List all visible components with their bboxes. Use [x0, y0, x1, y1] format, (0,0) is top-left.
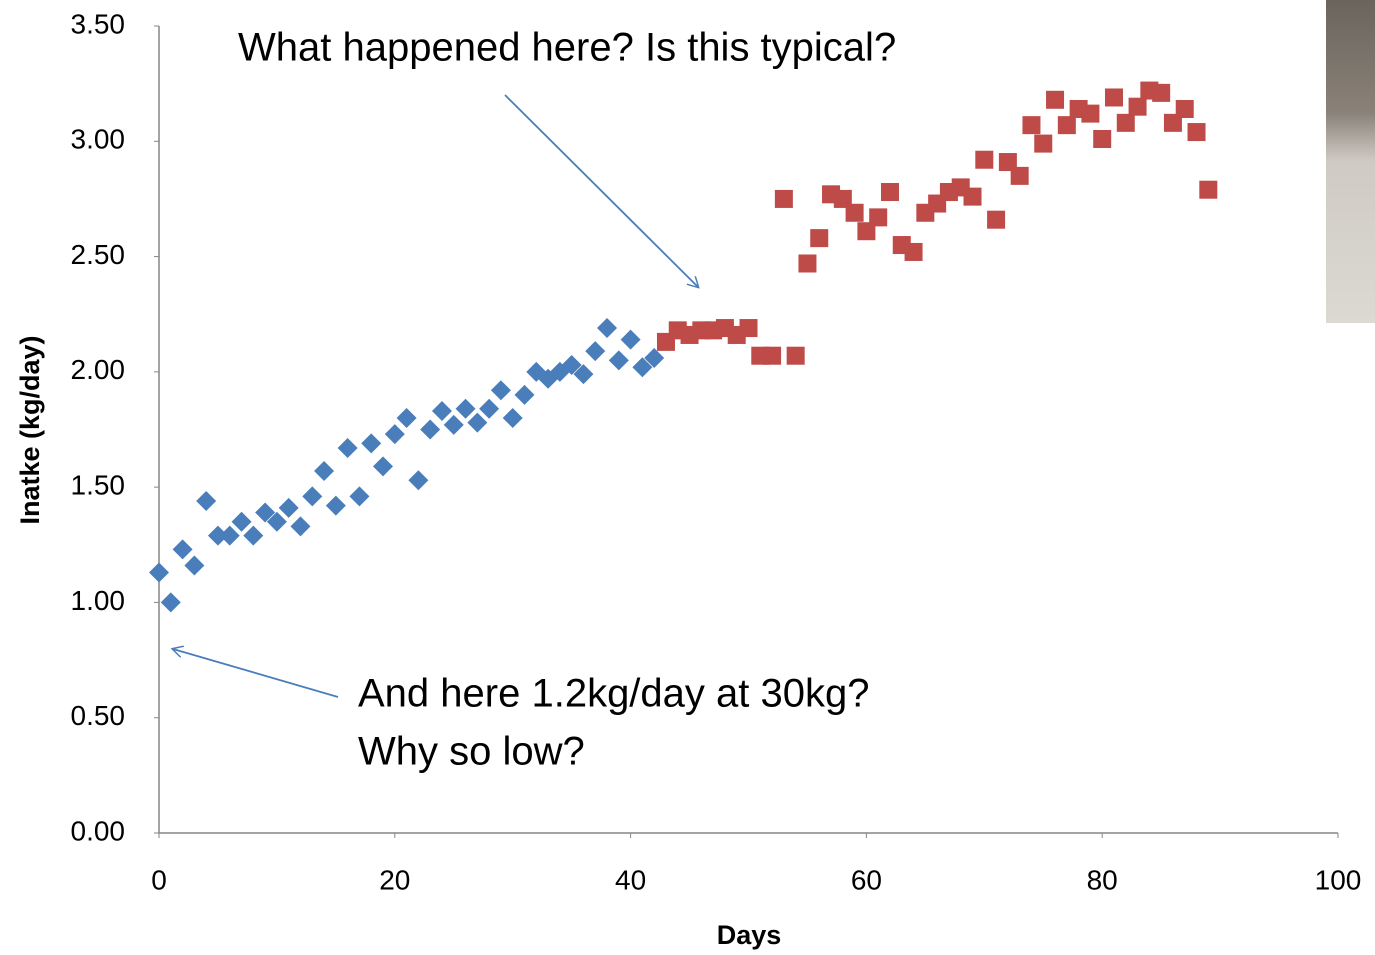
x-tick-label: 100 — [1315, 864, 1362, 895]
point — [1057, 116, 1076, 135]
point — [1199, 180, 1218, 199]
point — [431, 401, 452, 422]
point — [396, 407, 417, 428]
point — [302, 486, 323, 507]
point — [314, 461, 335, 482]
photo — [1326, 0, 1375, 323]
y-tick-label: 0.00 — [71, 815, 126, 846]
point — [184, 555, 205, 576]
y-axis-title: Inatke (kg/day) — [15, 335, 45, 524]
point — [207, 525, 228, 546]
point — [490, 380, 511, 401]
point — [880, 183, 899, 202]
point — [373, 456, 394, 477]
point — [349, 486, 370, 507]
point — [1104, 88, 1123, 107]
point — [1010, 166, 1029, 185]
point — [857, 222, 876, 241]
point — [975, 150, 994, 169]
point — [467, 412, 488, 433]
point — [763, 346, 782, 365]
x-tick-label: 80 — [1087, 864, 1118, 895]
point — [443, 414, 464, 435]
point — [1034, 134, 1053, 153]
point — [384, 424, 405, 445]
point — [502, 407, 523, 428]
point — [361, 433, 382, 454]
point — [243, 525, 264, 546]
point — [172, 539, 193, 560]
y-tick-label: 2.00 — [71, 354, 126, 385]
point — [278, 497, 299, 518]
point — [1175, 100, 1194, 119]
x-tick-label: 0 — [151, 864, 167, 895]
annotation: And here 1.2kg/day at 30kg? — [358, 672, 869, 716]
point — [963, 187, 982, 206]
point — [620, 329, 641, 350]
point — [219, 525, 240, 546]
point — [337, 437, 358, 458]
point — [998, 153, 1017, 172]
point — [1187, 123, 1206, 142]
point — [632, 357, 653, 378]
point — [160, 592, 181, 613]
point — [597, 318, 618, 339]
x-tick-label: 40 — [615, 864, 646, 895]
annotation-arrow — [173, 649, 339, 698]
annotation-arrow — [504, 94, 698, 287]
point — [1081, 104, 1100, 123]
point — [798, 254, 817, 273]
point — [987, 210, 1006, 229]
point — [573, 364, 594, 385]
point — [833, 189, 852, 208]
point — [1022, 116, 1041, 135]
y-tick-label: 1.50 — [71, 470, 126, 501]
point — [739, 319, 758, 338]
point — [408, 470, 429, 491]
point — [290, 516, 311, 537]
point — [786, 346, 805, 365]
point — [196, 490, 217, 511]
point — [869, 208, 888, 227]
y-tick-label: 3.00 — [71, 124, 126, 155]
point — [585, 341, 606, 362]
y-tick-label: 2.50 — [71, 239, 126, 270]
point — [1128, 97, 1147, 116]
point — [266, 511, 287, 532]
point — [325, 495, 346, 516]
point — [514, 384, 535, 405]
annotation: What happened here? Is this typical? — [238, 26, 896, 70]
point — [644, 348, 665, 369]
point — [904, 242, 923, 261]
point — [231, 511, 252, 532]
point — [479, 398, 500, 419]
point — [1152, 83, 1171, 102]
point — [561, 354, 582, 375]
point — [255, 502, 276, 523]
annotation: Why so low? — [358, 730, 585, 774]
point — [455, 398, 476, 419]
point — [810, 229, 829, 248]
point — [420, 419, 441, 440]
x-tick-label: 60 — [851, 864, 882, 895]
point — [774, 189, 793, 208]
point — [845, 203, 864, 222]
point — [1093, 129, 1112, 148]
y-tick-label: 3.50 — [71, 8, 126, 39]
x-tick-label: 20 — [379, 864, 410, 895]
y-tick-label: 0.50 — [71, 700, 126, 731]
point — [1116, 113, 1135, 132]
point — [149, 562, 169, 583]
x-axis-title: Days — [717, 920, 782, 950]
point — [608, 350, 629, 371]
point — [1163, 113, 1182, 132]
point — [1046, 90, 1065, 109]
y-tick-label: 1.00 — [71, 585, 126, 616]
